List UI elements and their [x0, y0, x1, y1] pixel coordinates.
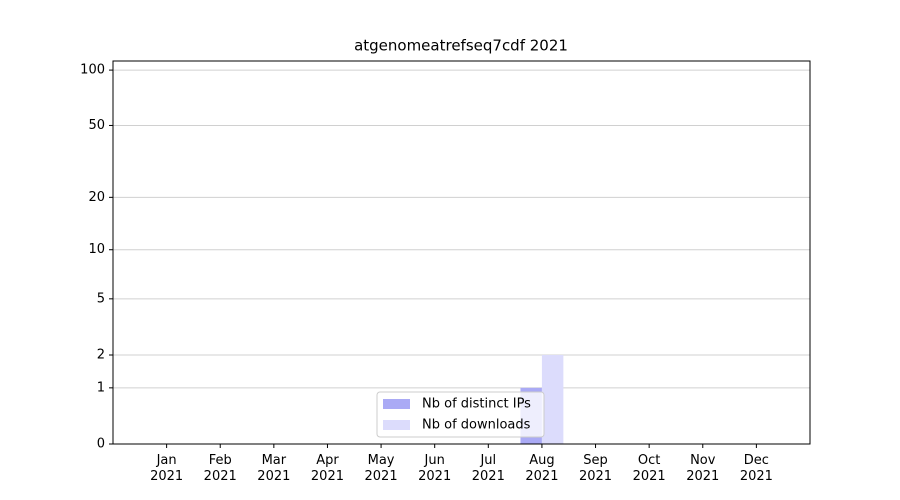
- y-tick-label: 50: [88, 118, 105, 133]
- y-tick-label: 10: [88, 242, 105, 257]
- x-tick-label: Oct 2021: [632, 453, 666, 484]
- plot-frame: [112, 60, 811, 445]
- x-tick-label: Jan 2021: [150, 453, 184, 484]
- legend-swatch: [383, 399, 410, 409]
- y-tick-label: 100: [80, 63, 105, 78]
- legend-swatch: [383, 420, 410, 430]
- x-tick-label: Dec 2021: [739, 453, 773, 484]
- x-tick-label: Jul 2021: [471, 453, 505, 484]
- x-tick-label: Sep 2021: [578, 453, 613, 484]
- y-tick-label: 5: [97, 291, 105, 306]
- y-tick-label: 0: [97, 437, 105, 452]
- x-tick-label: May 2021: [364, 453, 398, 484]
- y-tick-label: 1: [97, 380, 105, 395]
- x-tick-label: Feb 2021: [203, 453, 237, 484]
- legend-box: [376, 391, 545, 438]
- x-tick-label: Apr 2021: [310, 453, 344, 484]
- bar: [541, 354, 564, 444]
- legend-label: Nb of downloads: [422, 418, 531, 433]
- x-tick-label: Jun 2021: [418, 453, 452, 484]
- x-tick-label: Nov 2021: [686, 453, 720, 484]
- y-tick-label: 20: [88, 190, 105, 205]
- y-tick-label: 2: [97, 347, 105, 362]
- chart-title: atgenomeatrefseq7cdf 2021: [354, 37, 568, 55]
- x-tick-label: Aug 2021: [525, 453, 559, 484]
- x-tick-label: Mar 2021: [257, 453, 291, 484]
- legend-label: Nb of distinct IPs: [422, 397, 531, 412]
